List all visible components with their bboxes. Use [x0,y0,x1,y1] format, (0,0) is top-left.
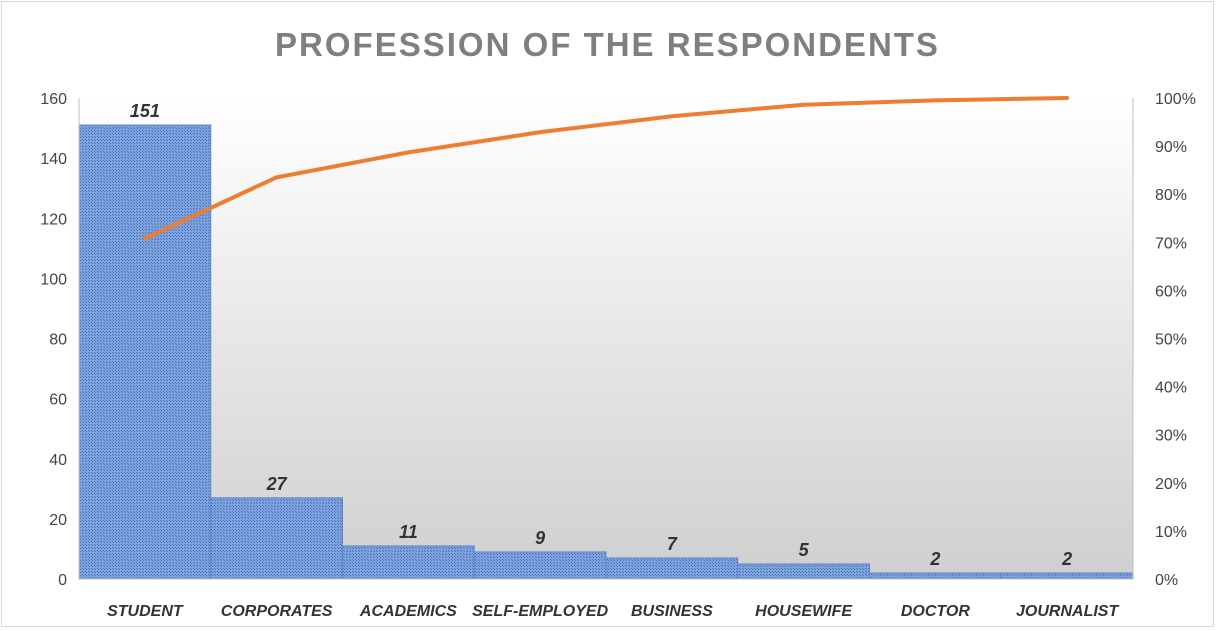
x-category-label: ACADEMICS [359,603,457,620]
cumulative-percent-line [142,96,1070,241]
y-right-tick-label: 0% [1155,572,1178,589]
y-right-tick-label: 60% [1155,283,1187,300]
x-category-label: CORPORATES [221,603,333,620]
x-category-label: BUSINESS [631,603,713,620]
y-right-tick-label: 20% [1155,476,1187,493]
x-category-label: STUDENT [107,603,184,620]
y-right-tick-label: 90% [1155,139,1187,156]
x-category-label: DOCTOR [901,603,970,620]
bar-corporates [210,497,343,580]
y-right-tick-label: 10% [1155,524,1187,541]
y-left-tick-label: 80 [49,332,67,349]
bar-doctor [869,572,1002,580]
x-category-label: SELF-EMPLOYED [472,603,608,620]
data-label: 2 [929,549,940,569]
data-label: 9 [535,528,545,548]
y-left-tick-label: 0 [58,572,67,589]
y-left-tick-label: 40 [49,452,67,469]
x-category-label: HOUSEWIFE [755,603,853,620]
y-right-tick-label: 80% [1155,187,1187,204]
bar-journalist [1000,572,1134,580]
data-label: 7 [667,534,678,554]
data-label: 5 [799,540,810,560]
bar-academics [342,545,475,580]
data-label: 11 [399,522,418,542]
data-label: 2 [1061,549,1072,569]
data-label: 151 [130,101,160,121]
y-right-tick-label: 30% [1155,428,1187,445]
y-right-tick-label: 40% [1155,380,1187,397]
y-left-tick-label: 160 [40,91,67,108]
bar-self-employed [473,551,607,580]
y-left-tick-label: 100 [40,271,67,288]
y-left-tick-label: 120 [40,211,67,228]
y-right-tick-label: 100% [1155,91,1196,108]
y-left-tick-label: 60 [49,392,67,409]
x-category-label: JOURNALIST [1016,603,1119,620]
bar-housewife [737,563,870,580]
y-right-tick-label: 50% [1155,332,1187,349]
data-label: 27 [266,474,288,494]
bar-business [605,557,739,580]
y-right-tick-label: 70% [1155,235,1187,252]
y-left-tick-label: 140 [40,151,67,168]
y-left-tick-label: 20 [49,512,67,529]
bar-student [78,124,212,580]
chart-title: PROFESSION OF THE RESPONDENTS [275,26,940,63]
